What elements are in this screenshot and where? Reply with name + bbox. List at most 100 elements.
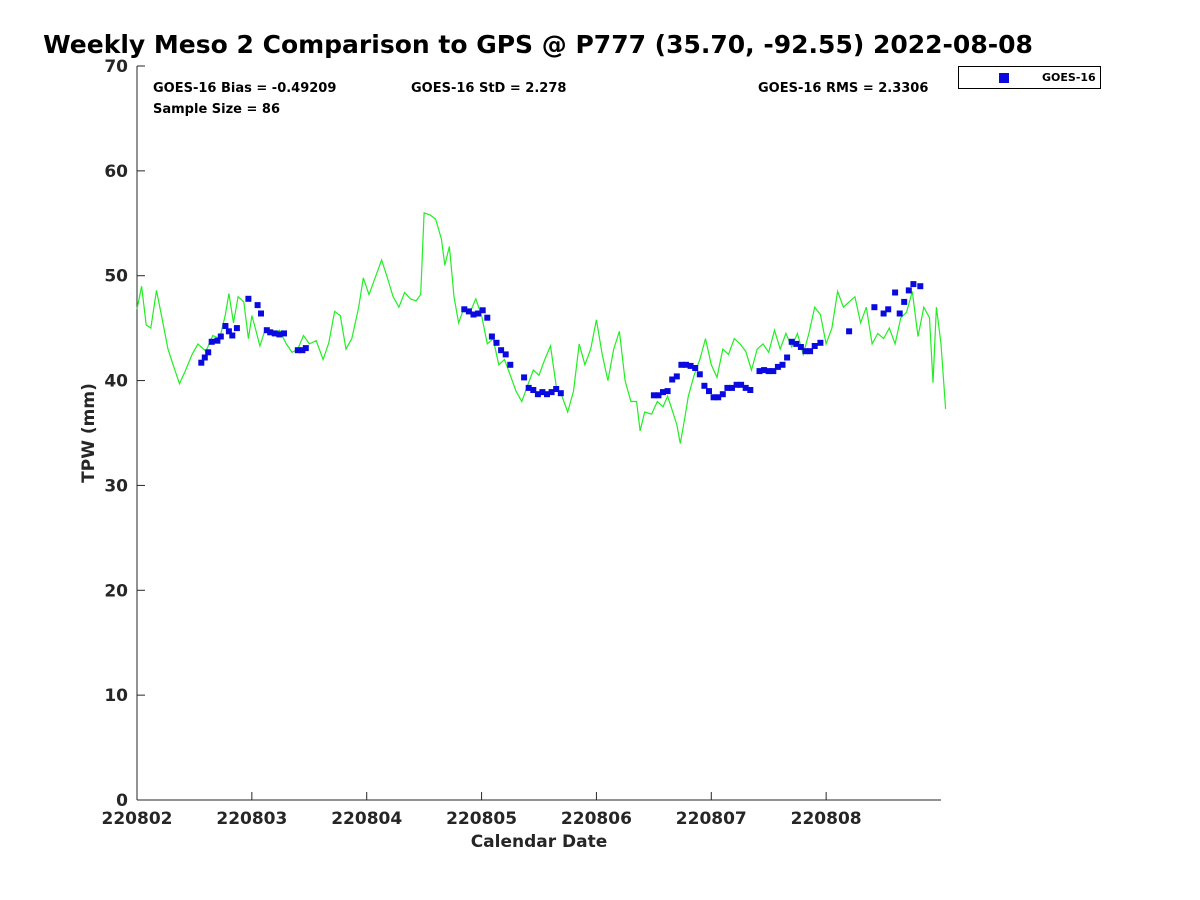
y-tick-label: 60 — [104, 162, 128, 182]
data-point-goes16 — [846, 328, 853, 335]
data-point-goes16 — [484, 314, 491, 321]
data-point-goes16 — [502, 351, 509, 358]
data-point-goes16 — [557, 390, 564, 397]
data-point-goes16 — [742, 384, 749, 391]
data-point-goes16 — [214, 337, 221, 344]
data-point-goes16 — [650, 392, 657, 399]
data-point-goes16 — [281, 330, 287, 337]
data-point-goes16 — [294, 347, 301, 354]
data-point-goes16 — [465, 308, 472, 315]
x-tick-label: 220808 — [791, 809, 862, 829]
stat-bias: GOES-16 Bias = -0.49209 — [153, 81, 336, 96]
data-point-goes16 — [765, 368, 772, 375]
x-tick-label: 220802 — [102, 809, 173, 829]
data-point-goes16 — [880, 310, 887, 317]
data-point-goes16 — [673, 373, 680, 380]
data-point-goes16 — [687, 362, 694, 369]
data-point-goes16 — [553, 386, 560, 392]
data-point-goes16 — [885, 306, 892, 313]
data-point-goes16 — [525, 384, 532, 391]
data-point-goes16 — [493, 339, 500, 346]
data-point-goes16 — [263, 327, 270, 334]
data-point-goes16 — [871, 304, 878, 311]
data-point-goes16 — [905, 287, 912, 294]
data-point-goes16 — [696, 371, 703, 378]
data-point-goes16 — [678, 361, 685, 368]
data-point-goes16 — [254, 302, 261, 309]
data-point-goes16 — [802, 348, 809, 355]
data-point-goes16 — [507, 361, 514, 368]
data-point-goes16 — [302, 345, 309, 352]
data-point-goes16 — [774, 363, 781, 370]
data-point-goes16 — [706, 388, 712, 395]
x-tick-label: 220804 — [331, 809, 402, 829]
data-point-goes16 — [811, 343, 818, 349]
data-point-goes16 — [521, 374, 528, 381]
stat-std: GOES-16 StD = 2.278 — [411, 81, 566, 96]
y-tick-label: 30 — [104, 476, 128, 496]
data-point-goes16 — [299, 347, 306, 354]
data-point-goes16 — [892, 289, 899, 296]
data-point-goes16 — [530, 387, 537, 393]
data-point-goes16 — [479, 307, 486, 314]
y-tick-label: 40 — [104, 372, 128, 392]
data-point-goes16 — [225, 328, 232, 335]
data-point-goes16 — [715, 394, 722, 401]
data-point-goes16 — [276, 331, 283, 338]
data-point-goes16 — [788, 338, 795, 345]
y-tick-label: 10 — [104, 686, 128, 706]
data-point-goes16 — [660, 389, 666, 396]
data-point-goes16 — [719, 391, 726, 398]
data-point-goes16 — [733, 381, 740, 388]
data-point-goes16 — [738, 381, 745, 388]
data-point-goes16 — [701, 382, 708, 389]
data-point-goes16 — [793, 340, 800, 347]
y-tick-label: 0 — [116, 791, 128, 811]
data-point-goes16 — [896, 310, 903, 317]
data-point-goes16 — [664, 388, 671, 395]
x-axis-title: Calendar Date — [471, 832, 608, 852]
data-point-goes16 — [470, 311, 477, 318]
data-point-goes16 — [797, 344, 804, 350]
legend: GOES-16 — [958, 66, 1101, 89]
data-point-goes16 — [784, 354, 791, 361]
data-point-goes16 — [683, 361, 689, 368]
data-point-goes16 — [539, 389, 546, 396]
data-point-goes16 — [724, 384, 731, 391]
data-point-goes16 — [198, 359, 205, 366]
data-point-goes16 — [271, 330, 278, 337]
data-point-goes16 — [488, 333, 495, 340]
data-point-goes16 — [761, 367, 768, 374]
data-point-goes16 — [756, 368, 763, 375]
data-point-goes16 — [917, 283, 924, 290]
data-point-goes16 — [548, 389, 555, 396]
data-point-goes16 — [692, 365, 699, 371]
series-line-gps — [136, 211, 947, 444]
data-point-goes16 — [910, 281, 917, 288]
x-tick-label: 220806 — [561, 809, 632, 829]
chart-title: Weekly Meso 2 Comparison to GPS @ P777 (… — [43, 30, 1033, 59]
y-axis-title: TPW (mm) — [79, 383, 99, 483]
data-point-goes16 — [205, 349, 212, 356]
data-point-goes16 — [669, 376, 676, 383]
data-point-goes16 — [779, 361, 786, 368]
x-tick-label: 220807 — [676, 809, 747, 829]
data-point-goes16 — [710, 394, 717, 401]
data-point-goes16 — [498, 347, 505, 354]
data-point-goes16 — [217, 333, 224, 340]
data-point-goes16 — [208, 338, 215, 345]
x-tick-label: 220803 — [216, 809, 287, 829]
legend-marker-goes16 — [999, 73, 1009, 83]
legend-label-goes16: GOES-16 — [1042, 71, 1096, 84]
stat-sample-size: Sample Size = 86 — [153, 102, 280, 117]
data-point-goes16 — [729, 384, 735, 391]
data-point-goes16 — [770, 368, 777, 375]
data-point-goes16 — [222, 323, 229, 329]
data-point-goes16 — [461, 306, 468, 313]
data-point-goes16 — [258, 310, 264, 317]
data-point-goes16 — [807, 348, 814, 355]
x-tick-label: 220805 — [446, 809, 517, 829]
data-point-goes16 — [817, 339, 824, 346]
y-tick-label: 50 — [104, 267, 128, 287]
